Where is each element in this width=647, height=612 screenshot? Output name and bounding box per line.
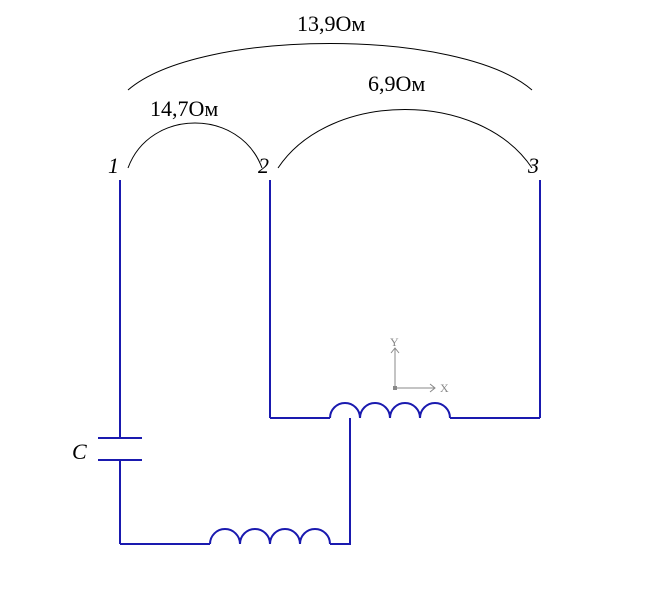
inductor-lower [210, 529, 330, 544]
arc-r23 [278, 110, 532, 169]
capacitor [98, 438, 142, 460]
r12-value: 14,7Ом [150, 96, 218, 121]
inductor-upper [330, 403, 450, 418]
axis-x-label: X [440, 381, 449, 395]
node2-label: 2 [258, 153, 269, 178]
node1-label: 1 [108, 153, 119, 178]
r23-value: 6,9Ом [368, 71, 425, 96]
axis-indicator [391, 348, 435, 392]
capacitor-label: С [72, 439, 87, 464]
wire-bottom-right [330, 418, 350, 544]
arc-r12 [128, 123, 262, 168]
arc-r13 [128, 44, 532, 91]
node3-label: 3 [527, 153, 539, 178]
r13-value: 13,9Ом [297, 11, 365, 36]
axis-y-label: Y [390, 335, 399, 349]
